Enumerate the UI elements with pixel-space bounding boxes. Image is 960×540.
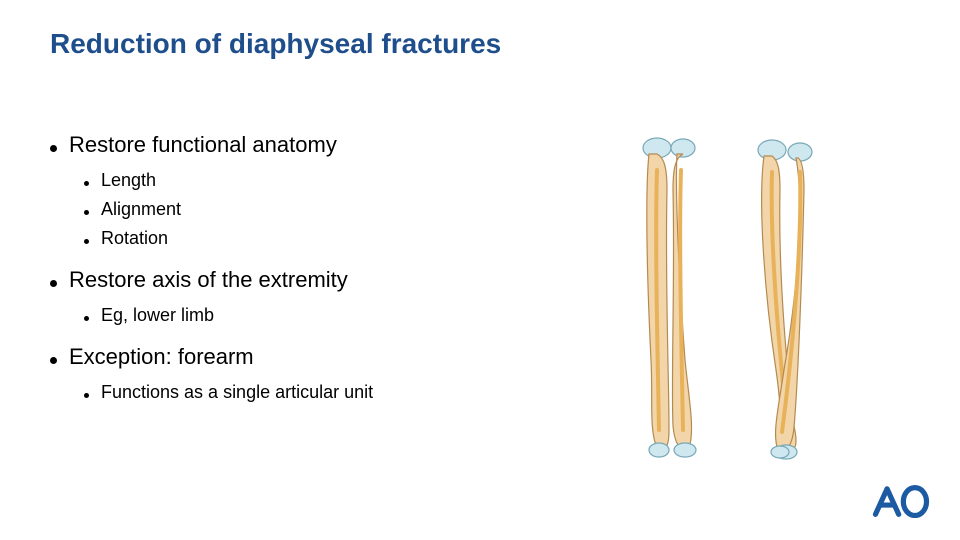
- sub-text: Length: [101, 168, 156, 193]
- bullet-icon: [50, 357, 57, 364]
- bullet-icon: [84, 316, 89, 321]
- list-item: Exception: forearm Functions as a single…: [50, 342, 570, 405]
- bullet-icon: [84, 393, 89, 398]
- slide-title: Reduction of diaphyseal fractures: [50, 28, 501, 60]
- sub-list: Functions as a single articular unit: [84, 380, 570, 405]
- sub-text: Eg, lower limb: [101, 303, 214, 328]
- bullet-icon: [50, 280, 57, 287]
- sub-list: Length Alignment Rotation: [84, 168, 570, 252]
- sub-text: Functions as a single articular unit: [101, 380, 373, 405]
- bullet-text: Restore axis of the extremity: [69, 265, 348, 295]
- sub-text: Rotation: [101, 226, 168, 251]
- list-item: Alignment: [84, 197, 570, 222]
- bullet-text: Exception: forearm: [69, 342, 254, 372]
- bullet-icon: [84, 210, 89, 215]
- bullet-icon: [84, 239, 89, 244]
- ao-logo: [872, 484, 930, 518]
- bullet-icon: [50, 145, 57, 152]
- bullet-icon: [84, 181, 89, 186]
- list-item: Eg, lower limb: [84, 303, 570, 328]
- list-item: Restore functional anatomy Length Alignm…: [50, 130, 570, 251]
- list-item: Restore axis of the extremity Eg, lower …: [50, 265, 570, 328]
- content-block: Restore functional anatomy Length Alignm…: [50, 130, 570, 419]
- list-item: Functions as a single articular unit: [84, 380, 570, 405]
- sub-text: Alignment: [101, 197, 181, 222]
- list-item: Rotation: [84, 226, 570, 251]
- bullet-text: Restore functional anatomy: [69, 130, 337, 160]
- forearm-illustration: [620, 130, 850, 460]
- list-item: Length: [84, 168, 570, 193]
- bullet-list: Restore functional anatomy Length Alignm…: [50, 130, 570, 405]
- sub-list: Eg, lower limb: [84, 303, 570, 328]
